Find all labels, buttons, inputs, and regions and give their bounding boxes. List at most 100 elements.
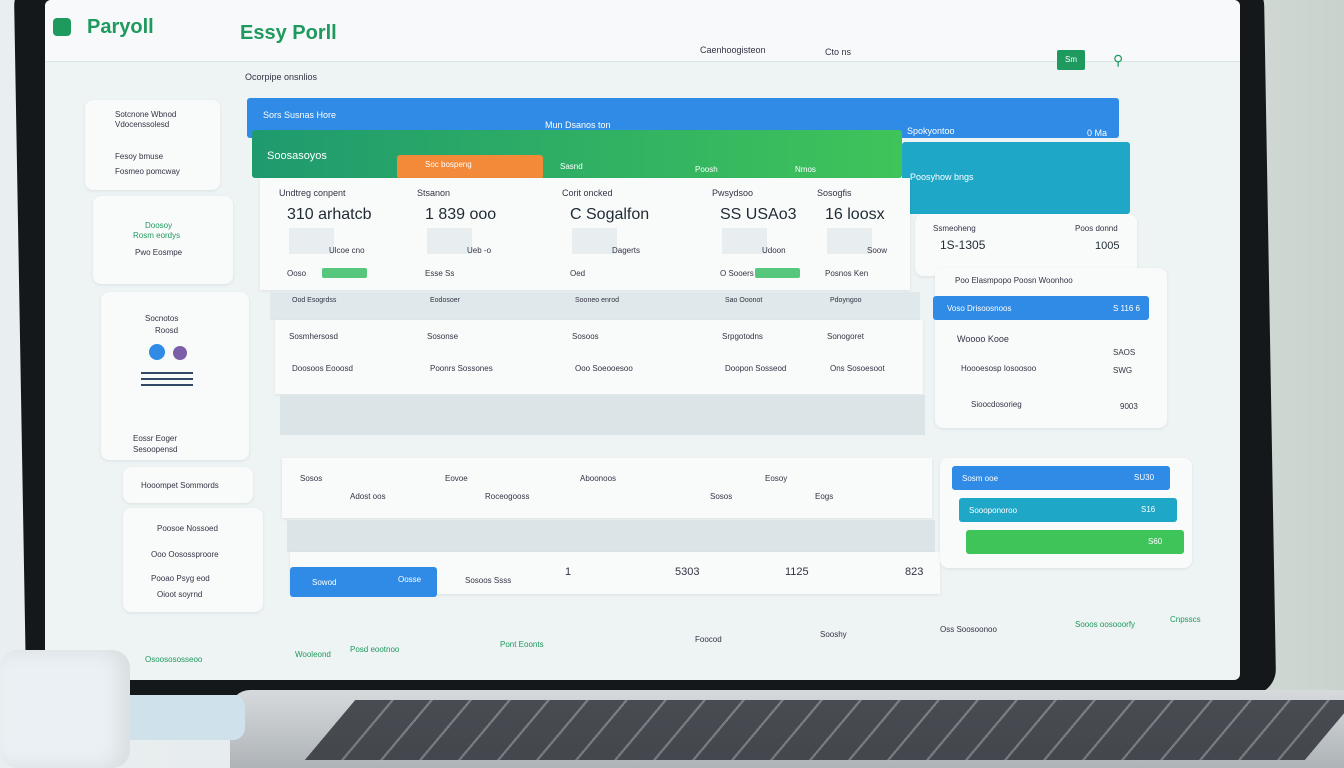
summary-right-value: 1005: [1095, 240, 1120, 252]
sidebar-item[interactable]: Fosmeo pomcway: [115, 167, 180, 176]
primary-button-label: Sowod: [312, 578, 337, 587]
footer-cell: 5303: [675, 566, 700, 578]
column-header[interactable]: Eodosoer: [430, 297, 460, 304]
stat-foot: Esse Ss: [425, 269, 455, 278]
sidebar-card-subtitle: Roosd: [155, 326, 179, 335]
banner-teal: Poosyhow bngs: [902, 142, 1130, 214]
sidebar-card-title: Hooompet Sommords: [141, 481, 219, 490]
nav-item[interactable]: Caenhoogisteon: [700, 45, 766, 55]
footer-item[interactable]: Pont Eoonts: [500, 640, 544, 649]
stat-sub: Ulcoe cno: [329, 246, 365, 255]
right-bar-value: S60: [1148, 537, 1163, 546]
right-panel: Poo Elasmpopo Poosn Woonhoo Voso Drisoos…: [933, 268, 1167, 428]
stat-foot: Posnos Ken: [825, 269, 869, 278]
right-panel-bar[interactable]: Voso Drisoosnoos S 116 6: [933, 296, 1149, 320]
footer-item[interactable]: Foocod: [695, 635, 722, 644]
sidebar-item[interactable]: Fesoy bmuse: [115, 152, 164, 161]
top-bar: Paryoll Essy Porll Caenhoogisteon Cto ns…: [45, 0, 1240, 70]
right-panel-subtitle: Woooo Kooe: [957, 334, 1009, 344]
action-button[interactable]: Sm: [1057, 50, 1085, 70]
right-bar[interactable]: S60: [966, 530, 1184, 554]
table-cell: Eovoe: [445, 474, 468, 483]
table-cell: Doosoos Eooosd: [292, 364, 353, 373]
table-cell: Adost oos: [350, 492, 386, 501]
footer-item[interactable]: Wooleond: [295, 650, 331, 659]
user-icon[interactable]: ⚲: [1113, 52, 1124, 68]
right-bar[interactable]: Sosm ooe SU30: [952, 466, 1170, 490]
column-header[interactable]: Sao Ooonot: [725, 297, 763, 304]
coffee-mug: [0, 650, 130, 768]
right-bar-value: S16: [1141, 505, 1156, 514]
banner-top-center: Mun Dsanos ton: [545, 120, 611, 130]
primary-button[interactable]: Sowod Oosse: [290, 567, 437, 597]
footer-item[interactable]: Oss Soosoonoo: [940, 625, 997, 634]
sidebar-item[interactable]: Poosoe Nossoed: [157, 524, 218, 533]
sidebar-card: Hooompet Sommords: [123, 467, 253, 503]
column-header[interactable]: Sooneo enrod: [575, 297, 619, 304]
tab-orange[interactable]: Soc bospeng: [397, 155, 543, 179]
column-header[interactable]: Ood Esogrdss: [292, 297, 337, 304]
menu-lines-icon: [141, 372, 193, 386]
table-cell: Doopon Sosseod: [725, 364, 787, 373]
sidebar-card: Sotcnone Wbnod Vdocenssolesd Fesoy bmuse…: [85, 100, 220, 190]
stat-sub: Dagerts: [612, 246, 641, 255]
right-panel-bar-value: S 116 6: [1113, 304, 1140, 313]
sidebar-card-title: Socnotos: [145, 314, 179, 323]
saucer: [120, 695, 245, 740]
nav-item[interactable]: Cto ns: [825, 47, 852, 57]
footer-item[interactable]: Posd eootnoo: [350, 645, 400, 654]
table: [275, 320, 923, 394]
stat-progress-bar: [755, 268, 800, 278]
tab[interactable]: Nmos: [795, 165, 816, 174]
table-cell: Aboonoos: [580, 474, 617, 483]
right-panel-row-value: 9003: [1120, 402, 1138, 411]
stat-sub: Ueb -o: [467, 246, 492, 255]
summary-right-label: Poos donnd: [1075, 224, 1118, 233]
avatar: [173, 346, 187, 360]
footer-cell: Sosoos Ssss: [465, 576, 512, 585]
sidebar-card-subtitle: Rosm eordys: [133, 231, 181, 240]
right-bar[interactable]: Soooponoroo S16: [959, 498, 1177, 522]
right-panel-title: Poo Elasmpopo Poosn Woonhoo: [955, 276, 1073, 285]
column-header[interactable]: Pdoyngoo: [830, 297, 862, 304]
banner-right-label: Poosyhow bngs: [910, 172, 974, 182]
stat-value: C Sogalfon: [570, 206, 650, 223]
second-table: [282, 458, 932, 518]
sidebar-item[interactable]: Pooao Psyg eod: [151, 574, 210, 583]
tab[interactable]: Poosh: [695, 165, 718, 174]
banner-section: Soosasoyos: [267, 150, 327, 162]
right-panel-row-value: SWG: [1113, 366, 1133, 375]
app-title: Essy Porll: [240, 22, 337, 44]
tab[interactable]: Sasnd: [560, 162, 583, 171]
table-cell: Srpgotodns: [722, 332, 763, 341]
footer-item[interactable]: Osoosososseoo: [145, 655, 203, 664]
footer-item[interactable]: Sooos oosooorfy: [1075, 620, 1136, 629]
footer-item[interactable]: Cnpsscs: [1170, 615, 1201, 624]
footer-cell: 823: [905, 566, 924, 578]
footer-cell: 1: [565, 566, 572, 578]
stat-foot: O Sooers: [720, 269, 754, 278]
right-panel-row-label: Hoooesosp Iosoosoo: [961, 364, 1037, 373]
right-bar-value: SU30: [1134, 473, 1155, 482]
summary-left-label: Ssmeoheng: [933, 224, 976, 233]
sidebar-item[interactable]: Oioot soyrnd: [157, 590, 203, 599]
sidebar-card-title: Sotcnone Wbnod: [115, 110, 177, 119]
screen: Paryoll Essy Porll Caenhoogisteon Cto ns…: [45, 0, 1240, 680]
banner-green: Soosasoyos: [252, 130, 902, 178]
stat-sparkline: [289, 228, 334, 254]
banner-right-title: Spokyontoo: [907, 126, 955, 136]
sidebar-card: Doosoy Rosm eordys Pwo Eosmpe: [93, 196, 233, 284]
right-bar-label: Sosm ooe: [962, 474, 999, 483]
summary-left-value: 1S-1305: [940, 238, 986, 252]
footer-item[interactable]: Sooshy: [820, 630, 847, 639]
stat-value: 16 loosx: [825, 206, 885, 223]
sidebar-item[interactable]: Ooo Oosossproore: [151, 550, 219, 559]
sidebar-card-text: Eossr Eoger: [133, 434, 178, 443]
right-bar-label: Soooponoroo: [969, 506, 1018, 515]
sidebar-card: Poosoe Nossoed Ooo Oosossproore Pooao Ps…: [123, 508, 263, 612]
stat-sparkline: [572, 228, 617, 254]
table-cell: Eosoy: [765, 474, 788, 483]
sidebar-card-title: Doosoy: [145, 221, 173, 230]
tab-label: Soc bospeng: [425, 160, 472, 169]
table-cell: Sosoos: [572, 332, 599, 341]
